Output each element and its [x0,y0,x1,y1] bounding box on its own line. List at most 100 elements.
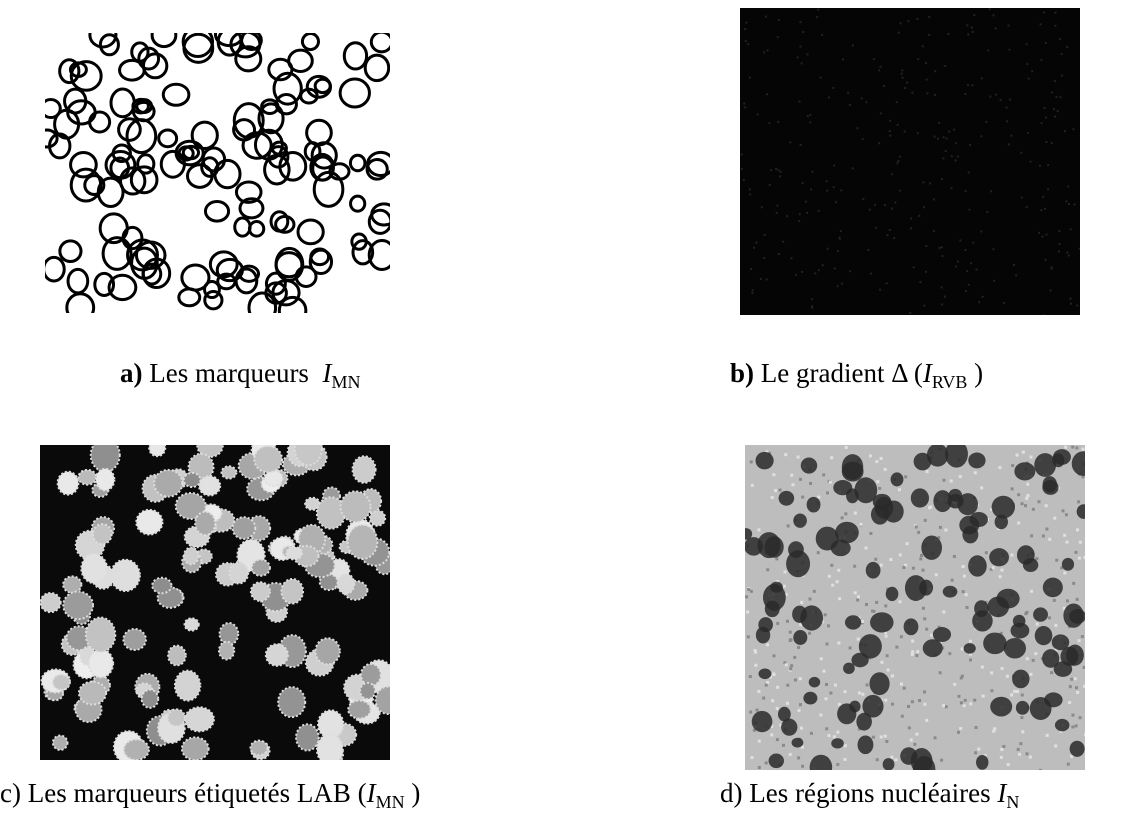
texture [960,676,963,679]
texture [942,479,945,482]
texture [849,646,852,649]
texture [950,480,953,483]
texture [800,727,803,730]
texture [939,526,942,529]
texture [81,554,107,583]
texture [1053,599,1056,602]
texture [781,719,797,736]
texture [962,565,965,568]
texture [852,44,854,46]
texture [819,714,822,717]
texture [774,489,777,492]
texture [1045,141,1047,143]
texture [1025,611,1028,614]
texture [195,512,215,535]
texture [1033,607,1048,621]
texture [962,526,978,544]
texture [744,28,746,30]
texture [977,748,980,751]
texture [1017,521,1020,524]
texture [916,18,918,20]
texture [926,79,928,81]
texture [978,301,980,303]
texture [766,93,768,95]
texture [817,9,819,11]
texture [884,604,887,607]
texture [756,709,759,712]
texture [1017,493,1020,496]
texture [1008,49,1010,51]
texture [317,734,343,760]
texture [341,491,371,522]
texture [825,727,828,730]
caption-part: c) [0,778,21,808]
texture [789,667,792,670]
texture [944,65,946,67]
texture [1031,70,1033,72]
texture [938,122,940,124]
texture [1066,541,1069,544]
texture [63,591,93,619]
texture [789,638,792,641]
texture [861,693,864,696]
texture [142,690,159,708]
texture [1011,487,1014,490]
texture [766,49,768,51]
texture [910,218,912,220]
texture [1001,569,1004,572]
texture [962,590,965,593]
texture [972,31,974,33]
caption: c) Les marqueurs étiquetés LAB (IMN ) [0,778,420,813]
texture [1044,692,1062,707]
texture [992,730,995,733]
caption-part: N [1006,792,1019,812]
texture [844,512,847,515]
texture [976,755,988,770]
texture [915,733,918,736]
texture [818,269,820,271]
texture [1037,500,1040,503]
texture [822,264,824,266]
caption: a) Les marqueurs IMN [120,358,360,393]
texture [885,740,888,743]
texture [168,646,186,666]
texture [1000,748,1003,751]
texture [911,92,913,94]
texture [743,103,745,105]
texture [769,122,771,124]
texture [909,312,911,314]
texture [953,555,956,558]
texture [945,137,947,139]
texture [799,21,801,23]
texture [1054,80,1056,82]
texture [1003,302,1005,304]
texture [184,473,201,487]
texture [934,136,936,138]
texture [872,736,875,739]
texture [891,173,893,175]
caption-part: Les marqueurs [143,358,323,388]
texture [1071,714,1074,717]
texture [1004,638,1026,659]
texture [915,654,918,657]
texture [1047,164,1049,166]
texture [967,84,969,86]
texture [792,738,804,748]
texture [941,178,943,180]
texture [799,46,801,48]
texture [910,227,912,229]
texture [1062,558,1074,571]
texture [1055,719,1070,731]
texture [884,735,887,738]
texture [1062,509,1065,512]
texture [951,155,953,157]
texture [1011,135,1013,137]
texture [837,285,839,287]
texture [816,16,818,18]
texture [959,475,962,478]
texture [920,554,923,557]
texture [348,525,378,559]
texture [862,198,864,200]
texture [1068,203,1070,205]
texture [1017,748,1020,751]
